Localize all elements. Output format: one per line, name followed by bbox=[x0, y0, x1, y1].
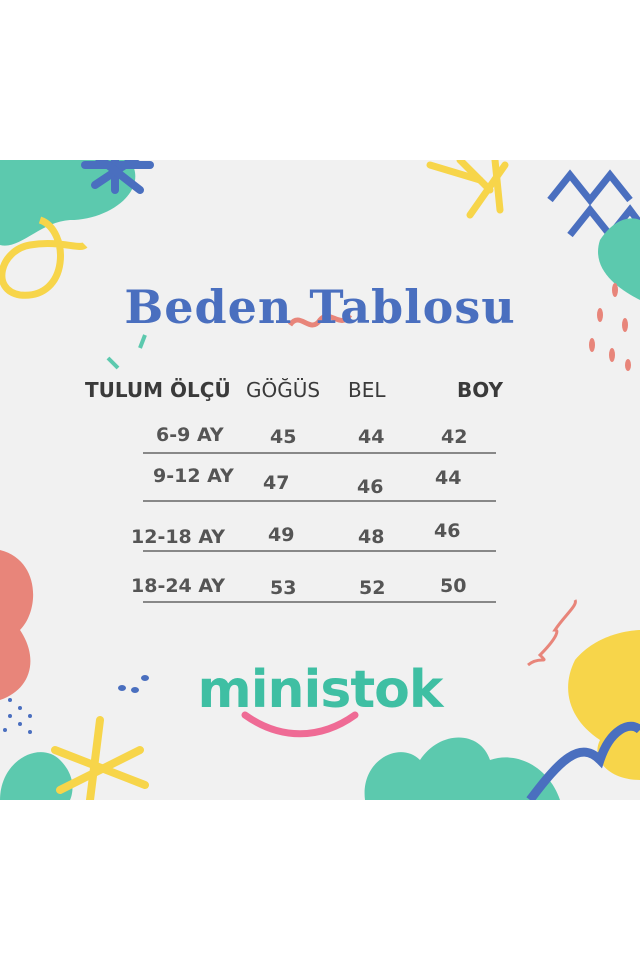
row-divider bbox=[143, 452, 496, 454]
table-cell: 6-9 AY bbox=[156, 424, 224, 446]
table-cell: 9-12 AY bbox=[153, 465, 234, 487]
header-length: BOY bbox=[457, 378, 504, 402]
brand-logo: ministok bbox=[197, 660, 444, 720]
table-cell: 52 bbox=[359, 577, 386, 599]
table-cell: 46 bbox=[434, 520, 461, 542]
table-cell: 18-24 AY bbox=[131, 575, 226, 597]
table-cell: 12-18 AY bbox=[131, 526, 226, 548]
row-divider bbox=[143, 601, 496, 603]
header-chest: GÖĞÜS bbox=[246, 378, 321, 402]
table-cell: 47 bbox=[263, 472, 290, 494]
table-cell: 44 bbox=[358, 426, 385, 448]
table-cell: 46 bbox=[357, 476, 384, 498]
table-cell: 49 bbox=[268, 524, 295, 546]
table-cell: 53 bbox=[270, 577, 297, 599]
decorative-shapes bbox=[0, 160, 640, 800]
header-size: TULUM ÖLÇÜ bbox=[85, 378, 231, 402]
table-cell: 45 bbox=[270, 426, 297, 448]
table-cell: 50 bbox=[440, 575, 467, 597]
header-waist: BEL bbox=[348, 378, 386, 402]
table-cell: 42 bbox=[441, 426, 468, 448]
size-chart-card: Beden Tablosu TULUM ÖLÇÜ GÖĞÜS BEL BOY 6… bbox=[0, 160, 640, 800]
page-title: Beden Tablosu bbox=[124, 280, 516, 334]
table-cell: 44 bbox=[435, 467, 462, 489]
row-divider bbox=[143, 500, 496, 502]
table-cell: 48 bbox=[358, 526, 385, 548]
row-divider bbox=[143, 550, 496, 552]
